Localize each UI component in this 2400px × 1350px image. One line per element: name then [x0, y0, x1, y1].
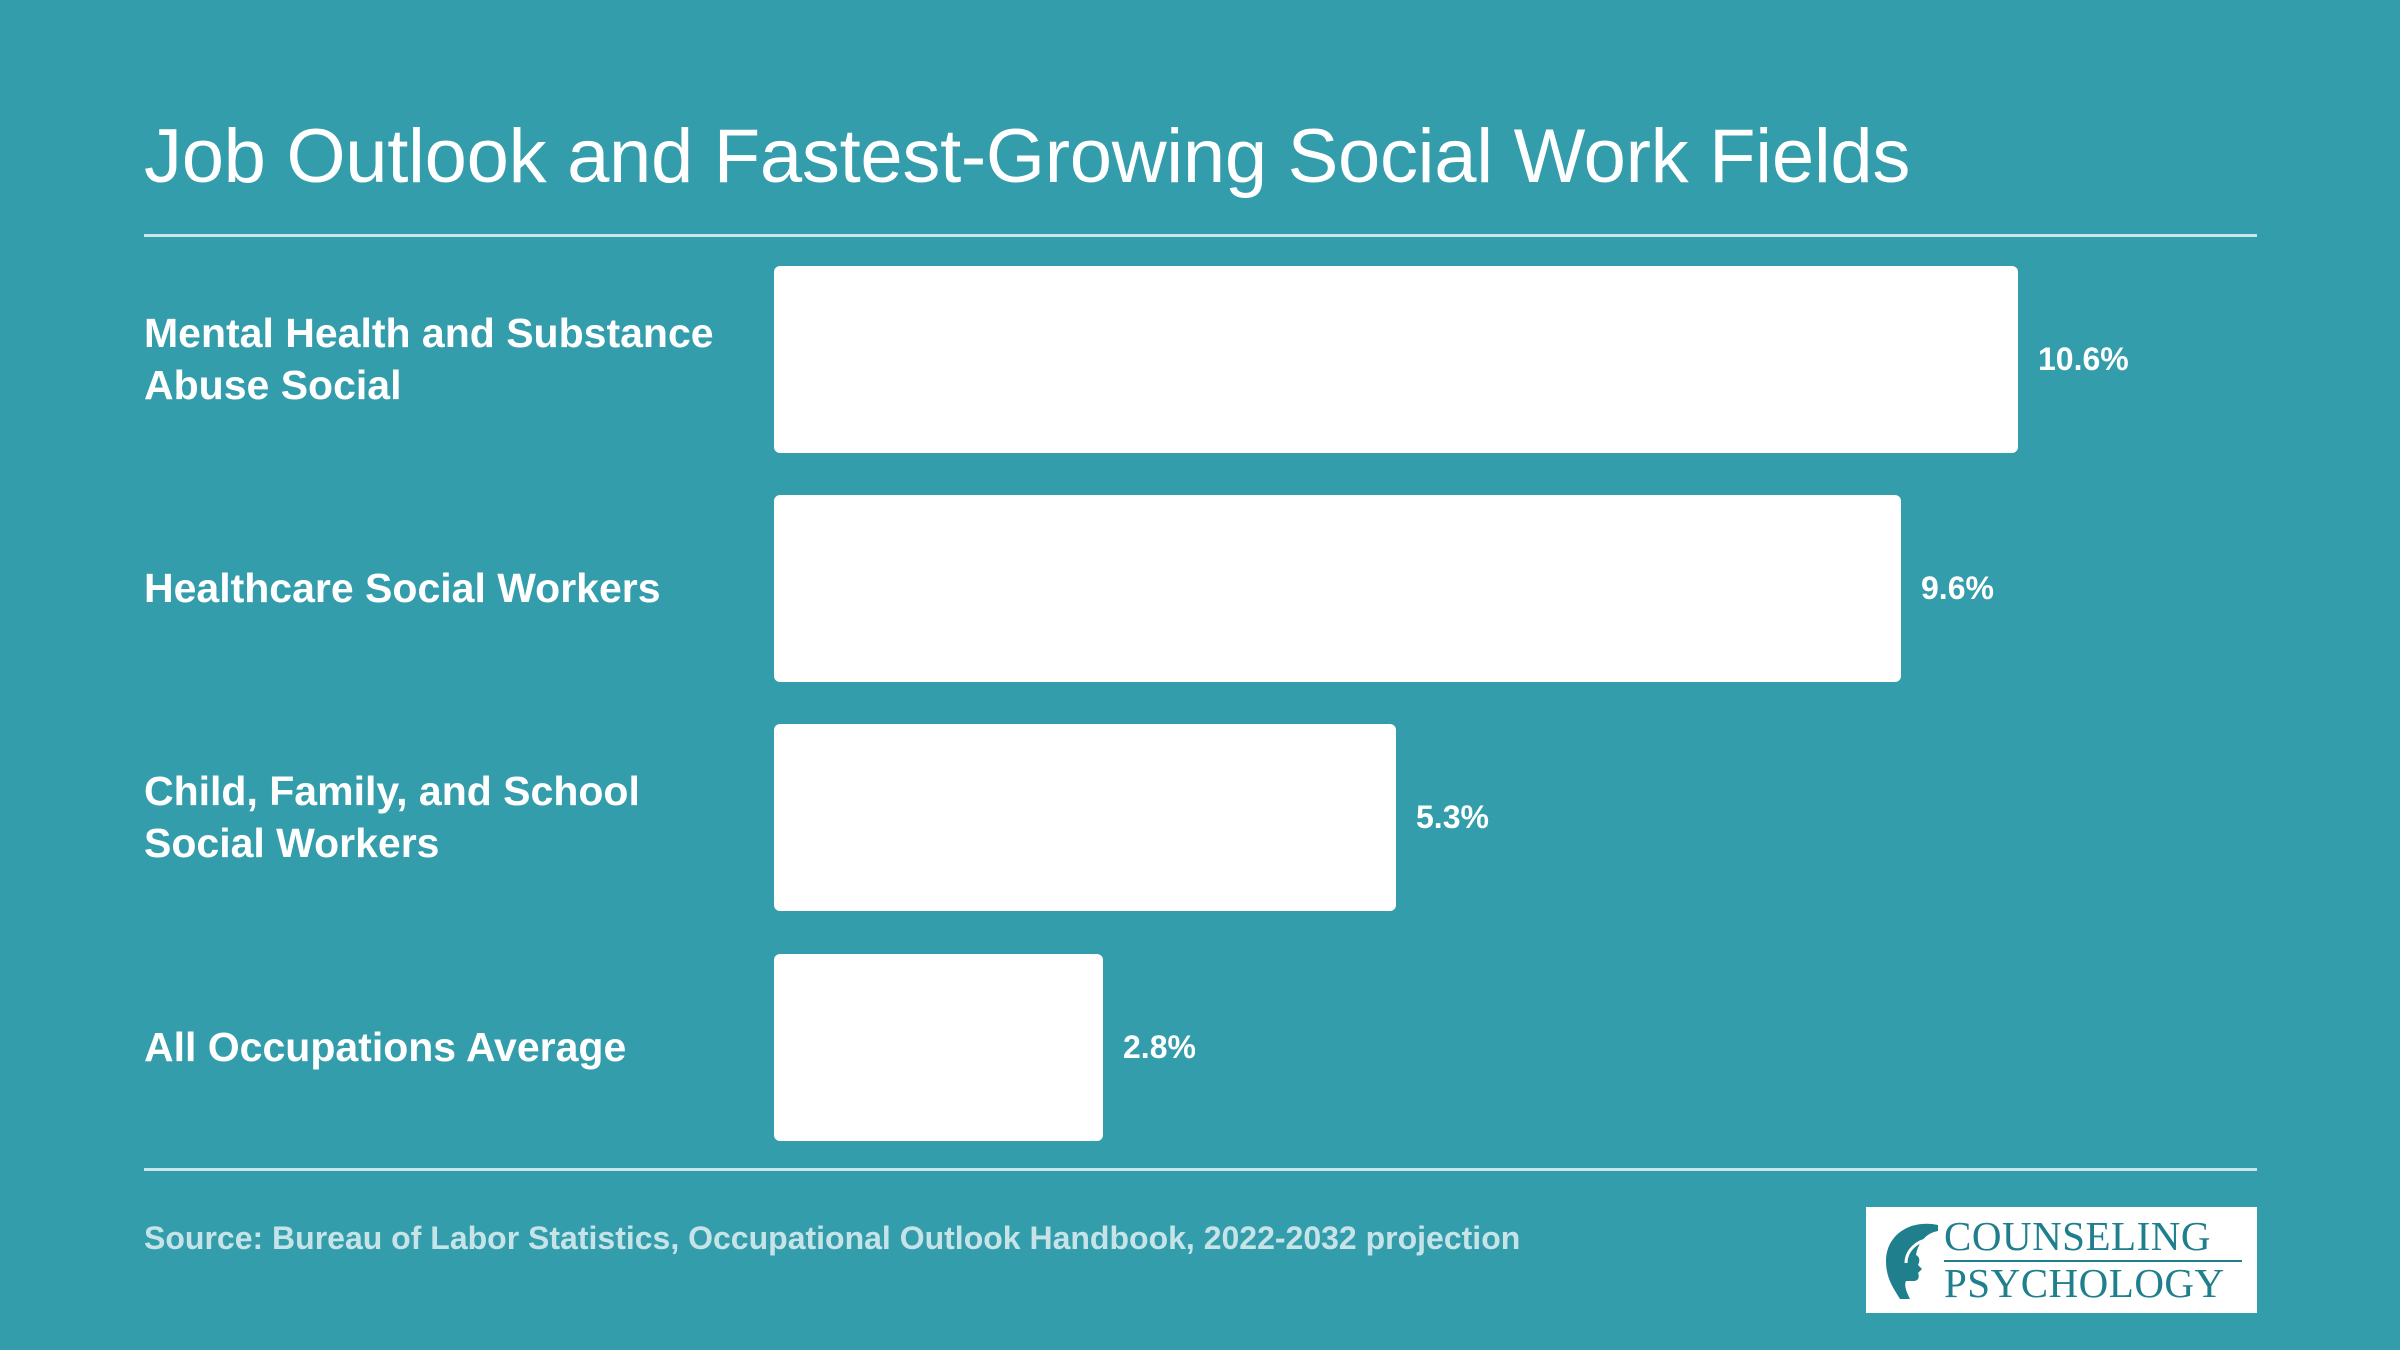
- category-label: Mental Health and Substance Abuse Social: [144, 310, 714, 408]
- bar: [774, 265, 2018, 453]
- bar: [774, 494, 1901, 682]
- chart-title: Job Outlook and Fastest-Growing Social W…: [144, 114, 1911, 199]
- value-label: 5.3%: [1416, 799, 1489, 835]
- category-label: All Occupations Average: [144, 1024, 627, 1070]
- value-label: 9.6%: [1921, 570, 1994, 606]
- bar: [774, 953, 1103, 1141]
- logo-word-psychology: PSYCHOLOGY: [1944, 1260, 2225, 1306]
- bottom-divider: [144, 1168, 2257, 1171]
- category-label: Healthcare Social Workers: [144, 565, 661, 611]
- logo-word-counseling: COUNSELING: [1944, 1213, 2211, 1259]
- source-note: Source: Bureau of Labor Statistics, Occu…: [144, 1220, 1521, 1256]
- value-label: 2.8%: [1123, 1029, 1196, 1065]
- value-label: 10.6%: [2038, 341, 2129, 377]
- bar: [774, 723, 1396, 911]
- logo-underline: [1944, 1260, 2242, 1262]
- head-profile-icon: [1886, 1223, 1938, 1299]
- top-divider: [144, 234, 2257, 237]
- category-label: Child, Family, and School Social Workers: [144, 768, 640, 866]
- counseling-psychology-logo: COUNSELING PSYCHOLOGY: [1866, 1207, 2257, 1313]
